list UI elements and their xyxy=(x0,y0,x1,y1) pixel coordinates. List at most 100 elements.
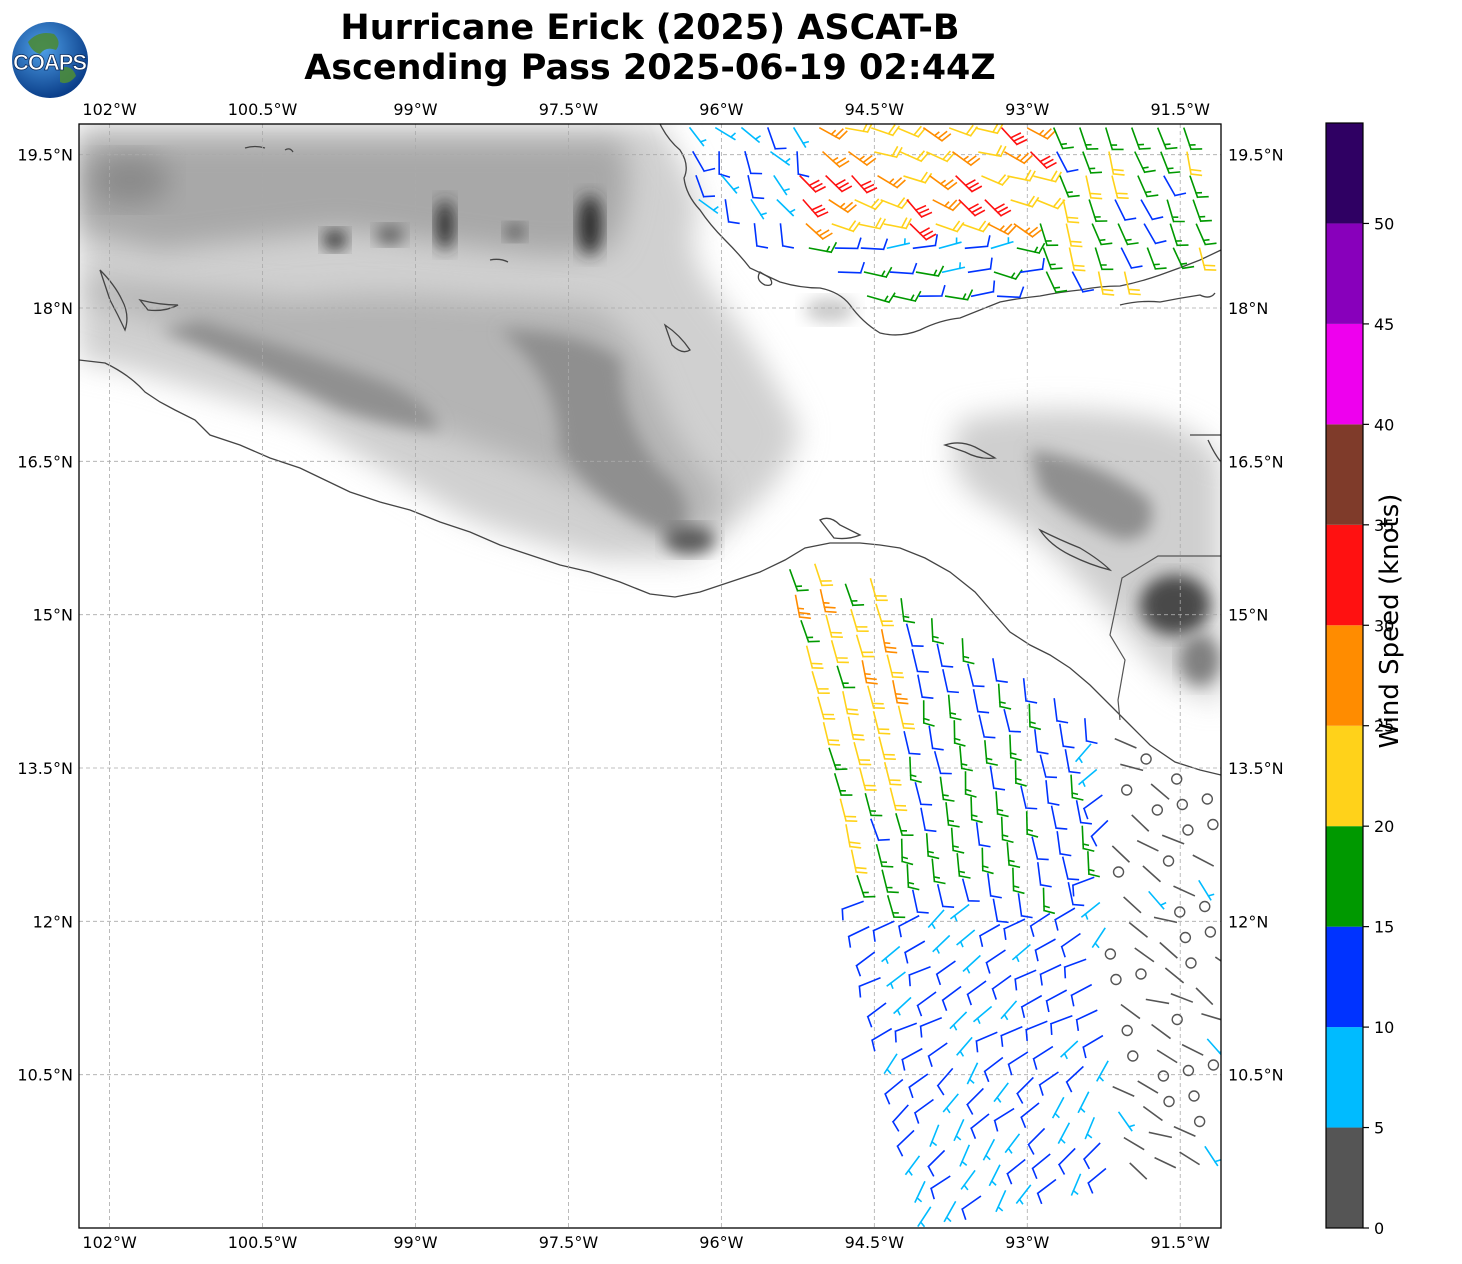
wind-barb xyxy=(1136,839,1159,852)
colorbar-bin xyxy=(1326,123,1363,224)
wind-barb xyxy=(967,663,985,688)
lon-tick-label-top: 94.5°W xyxy=(845,100,905,119)
wind-barb xyxy=(1170,992,1194,1003)
lake xyxy=(489,258,509,263)
wind-barb xyxy=(881,945,901,965)
wind-barb xyxy=(855,634,875,658)
wind-barb xyxy=(942,1093,959,1114)
wind-barb xyxy=(966,1062,979,1085)
wind-barb xyxy=(1148,1131,1173,1139)
wind-barb-calm xyxy=(1182,824,1194,836)
wind-barb xyxy=(981,174,1011,187)
wind-barb xyxy=(901,1047,923,1071)
wind-barb xyxy=(842,691,859,716)
colorbar-bin xyxy=(1326,625,1363,726)
wind-barb xyxy=(822,722,841,746)
wind-barb xyxy=(1081,825,1095,852)
wind-barb xyxy=(1130,127,1151,151)
wind-barb xyxy=(1003,918,1026,941)
wind-barb xyxy=(883,1053,898,1075)
wind-barb xyxy=(1201,1013,1221,1021)
wind-barb xyxy=(941,985,962,1012)
wind-barb xyxy=(1036,1178,1057,1205)
wind-barb xyxy=(1173,885,1196,897)
wind-barb xyxy=(794,594,811,620)
lon-tick-label-bottom: 91.5°W xyxy=(1150,1233,1210,1252)
wind-barb xyxy=(1077,1091,1090,1114)
wind-barb xyxy=(1117,1111,1136,1132)
wind-barb xyxy=(922,127,952,142)
wind-barb xyxy=(991,974,1012,1000)
wind-barb xyxy=(989,765,1006,791)
wind-barb xyxy=(1105,127,1124,151)
wind-barb xyxy=(961,878,980,902)
wind-barb xyxy=(936,643,954,668)
wind-barb xyxy=(1020,1102,1040,1129)
wind-barb xyxy=(883,762,902,786)
wind-barb xyxy=(961,638,975,665)
wind-barb xyxy=(1094,247,1114,271)
wind-barb xyxy=(913,1098,934,1124)
wind-barb xyxy=(1151,1023,1172,1040)
wind-barb xyxy=(776,198,796,217)
wind-barb xyxy=(908,1073,929,1099)
wind-barb xyxy=(858,767,877,791)
wind-barb xyxy=(990,237,1014,250)
wind-barb-calm xyxy=(1162,855,1175,867)
wind-barb xyxy=(911,889,929,914)
wind-barb xyxy=(839,798,858,823)
wind-barb xyxy=(960,1169,976,1191)
wind-barb xyxy=(987,873,1002,899)
wind-barb xyxy=(841,900,864,921)
wind-barb xyxy=(903,731,921,755)
wind-barb xyxy=(1004,1133,1021,1154)
colorbar-bin xyxy=(1326,424,1363,525)
wind-barb xyxy=(1154,1156,1177,1169)
lagoon xyxy=(138,298,179,312)
wind-barb xyxy=(951,151,981,167)
wind-barb xyxy=(1120,763,1144,772)
wind-barb xyxy=(1029,151,1057,170)
wind-barb xyxy=(992,658,1008,683)
colorbar-tick-label: 50 xyxy=(1374,214,1394,233)
wind-barb xyxy=(1195,223,1217,246)
wind-barb-calm xyxy=(1204,926,1217,938)
wind-barb-calm xyxy=(1171,1013,1183,1026)
wind-barb xyxy=(753,223,769,249)
wind-barb xyxy=(972,689,990,714)
wind-barb-calm xyxy=(1127,1050,1139,1062)
wind-barb xyxy=(966,980,987,1006)
wind-barb-calm xyxy=(1193,1115,1206,1128)
wind-barb xyxy=(744,151,763,175)
wind-barb xyxy=(877,175,906,189)
wind-barb xyxy=(1067,882,1085,907)
wind-barb xyxy=(861,660,878,685)
lon-tick-label-top: 100.5°W xyxy=(228,100,298,119)
wind-barb xyxy=(1061,856,1080,881)
wind-barb xyxy=(929,1175,951,1200)
wind-barb xyxy=(1042,247,1063,270)
wind-barb xyxy=(1156,1049,1178,1064)
wind-barb xyxy=(792,127,810,148)
wind-barb xyxy=(805,222,833,241)
wind-barb xyxy=(1056,831,1072,857)
wind-barb xyxy=(1050,805,1068,830)
wind-barb xyxy=(1091,927,1106,949)
wind-barb xyxy=(828,747,848,771)
lagoon xyxy=(99,269,128,332)
wind-barb xyxy=(1039,223,1059,247)
wind-barb xyxy=(1146,247,1167,270)
wind-barb xyxy=(718,151,731,178)
wind-barb xyxy=(1134,151,1156,174)
wind-barb-calm xyxy=(1163,1095,1175,1108)
wind-barb xyxy=(1006,1158,1026,1185)
wind-barb xyxy=(847,716,865,741)
colorbar-bin xyxy=(1326,1027,1363,1128)
wind-barb xyxy=(1014,760,1027,787)
wind-barb xyxy=(1011,943,1031,963)
colorbar-bin xyxy=(1326,223,1363,324)
wind-barb xyxy=(830,640,849,664)
colorbar-bin xyxy=(1326,826,1363,927)
wind-barb xyxy=(1014,969,1037,991)
lat-tick-label-left: 12°N xyxy=(33,912,73,931)
